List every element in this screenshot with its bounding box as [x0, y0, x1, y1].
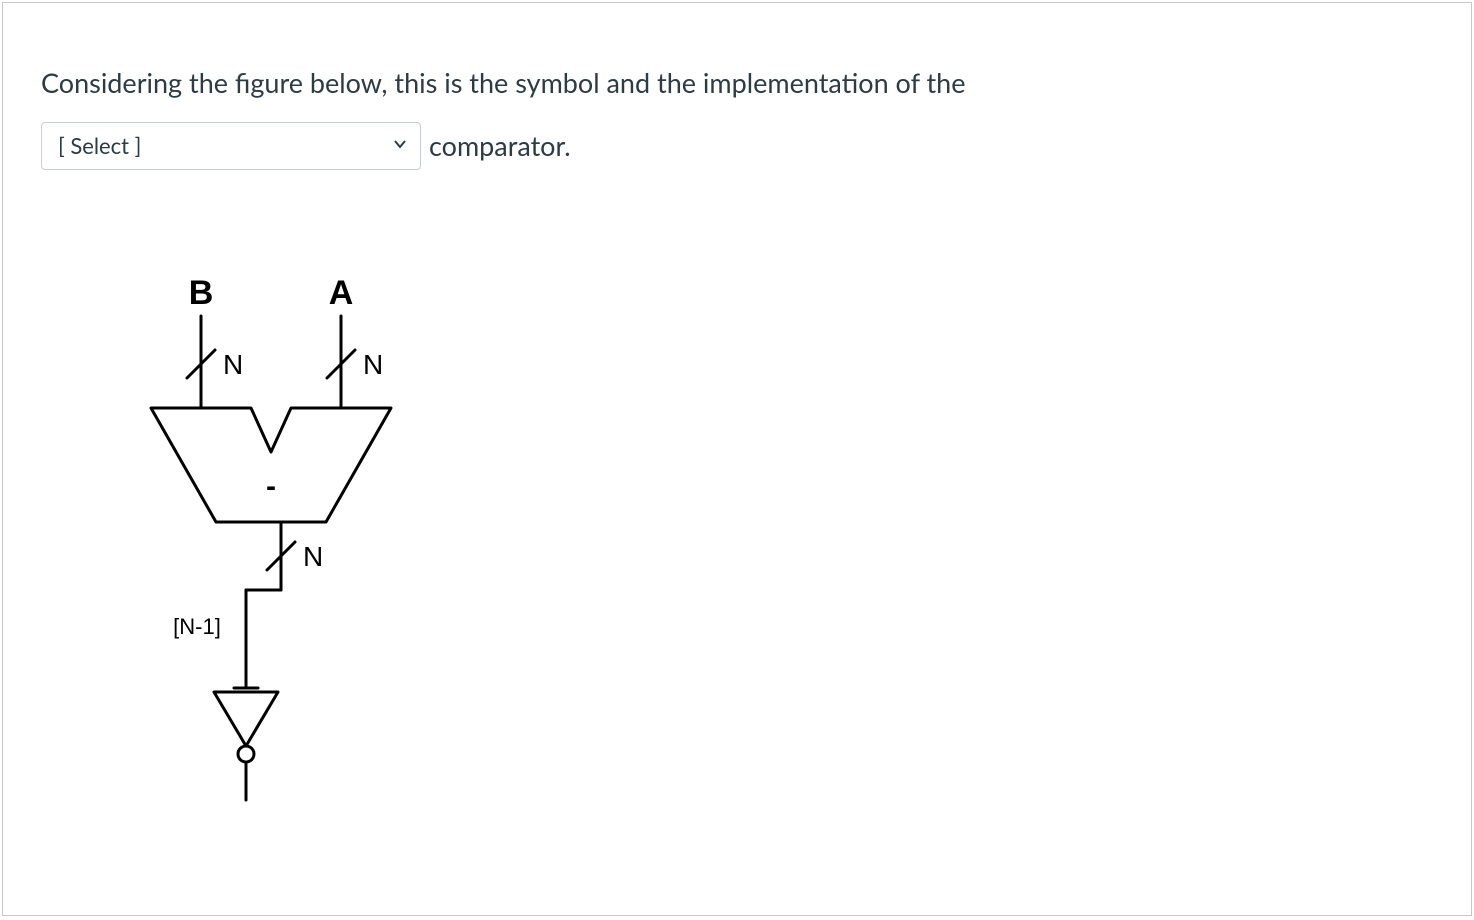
question-text-after-select: comparator. [429, 129, 571, 162]
answer-select[interactable]: [ Select ] [41, 122, 421, 170]
select-placeholder-label: [ Select ] [58, 132, 141, 159]
svg-text:N: N [223, 349, 243, 380]
svg-text:A: A [329, 274, 354, 312]
svg-text:-: - [266, 470, 276, 503]
chevron-down-icon [392, 136, 408, 156]
svg-text:N: N [363, 349, 383, 380]
comparator-diagram: B A N N - N [N-1] [101, 260, 1433, 824]
svg-text:B: B [189, 274, 214, 312]
question-text-line2: [ Select ] comparator. [41, 122, 1433, 170]
svg-text:N: N [303, 541, 323, 572]
question-card: Considering the figure below, this is th… [2, 2, 1472, 916]
svg-text:[N-1]: [N-1] [173, 614, 221, 639]
question-text-line1: Considering the figure below, this is th… [41, 63, 1433, 104]
